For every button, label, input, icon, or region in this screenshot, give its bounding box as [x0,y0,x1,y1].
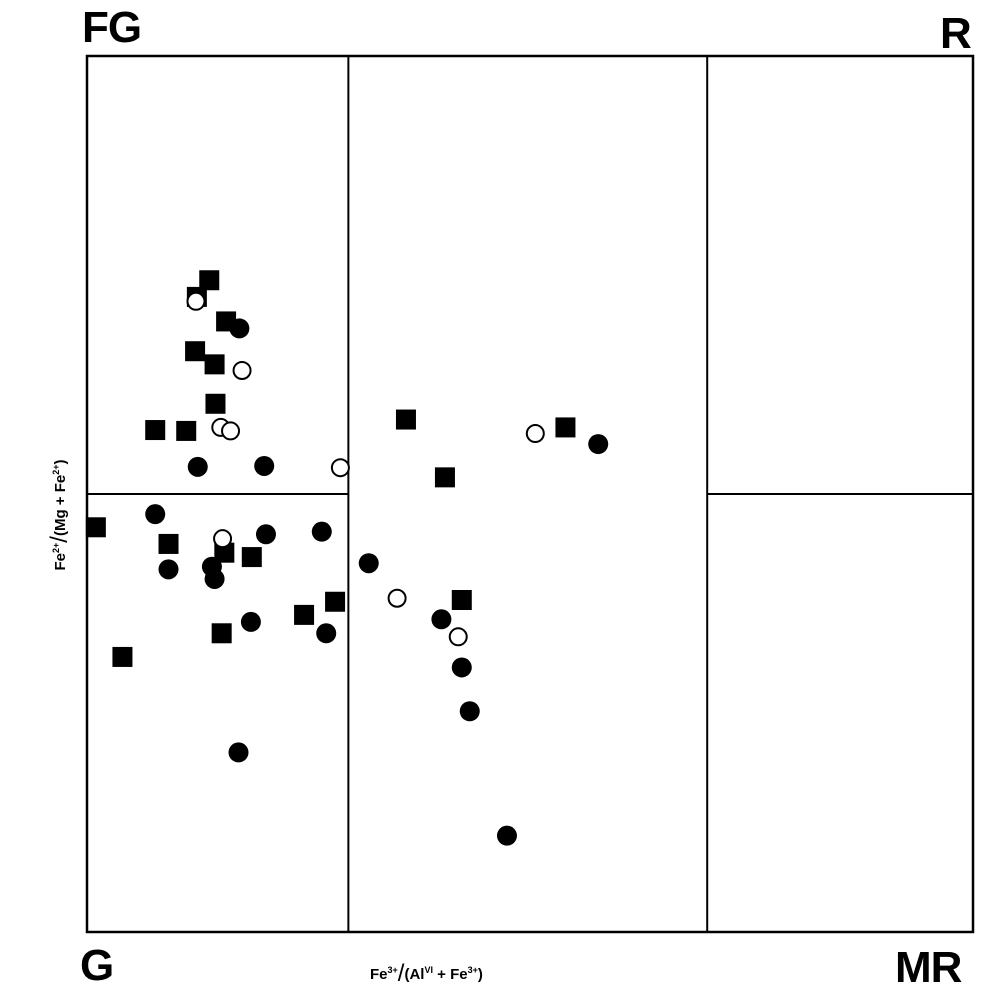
filled-circle-point-3 [254,455,275,476]
corner-label-mr: MR [895,943,962,992]
filled-circle-point-1 [229,318,250,339]
corner-label-fg: FG [82,3,142,52]
open-circle-point-6 [213,529,233,549]
y-axis-label-num-sup: 2+ [51,542,61,553]
filled-square-point-3 [214,542,235,563]
filled-circle-point-13 [431,609,452,630]
filled-circle-point-18 [588,434,609,455]
filled-square-point-7 [199,270,220,291]
filled-circle-point-17 [496,825,517,846]
open-circle-point-9 [525,424,545,444]
y-axis-label: Fe2+/(Mg + Fe2+) [46,459,73,571]
filled-circle-point-10 [316,623,337,644]
filled-square-point-19 [451,589,472,610]
filled-square-point-14 [211,623,232,644]
y-axis-label-den-b: + Fe [52,474,69,506]
filled-square-point-4 [205,393,226,414]
x-axis-label-den-b-sup: 3+ [467,965,478,975]
filled-square-point-5 [185,341,206,362]
x-axis-label: Fe3+/(AlVI + Fe3+) [370,960,483,987]
x-axis-label-den-a: (Al [404,966,425,983]
filled-square-point-17 [395,409,416,430]
filled-circle-point-8 [204,568,225,589]
open-circle-point-2 [232,360,252,380]
filled-circle-point-16 [228,742,249,763]
open-circle-point-5 [330,458,350,478]
y-axis-label-num: Fe [52,552,69,571]
filled-square-point-2 [112,646,133,667]
filled-circle-point-15 [459,701,480,722]
filled-circle-point-2 [187,456,208,477]
corner-label-g: G [80,941,114,990]
y-axis-label-den-b-sup: 2+ [51,464,61,475]
filled-square-point-16 [325,591,346,612]
filled-circle-point-5 [158,559,179,580]
open-circle-point-8 [448,627,468,647]
filled-circle-point-12 [358,553,379,574]
corner-label-r: R [940,9,972,58]
y-axis-label-close: ) [52,459,69,465]
y-axis-label-den-a: (Mg [52,509,69,537]
x-axis-label-num: Fe [370,966,388,983]
filled-square-point-18 [434,467,455,488]
open-circle-point-4 [221,421,241,441]
filled-square-point-11 [176,420,197,441]
filled-square-point-12 [158,533,179,554]
filled-square-point-8 [204,354,225,375]
x-axis-label-close: ) [477,966,483,983]
filled-circle-point-14 [451,657,472,678]
filled-circle-point-11 [311,521,332,542]
open-circle-point-7 [387,588,407,608]
filled-circle-point-9 [240,611,261,632]
x-axis-label-num-sup: 3+ [387,965,398,975]
data-markers [85,270,609,846]
open-circle-point-1 [186,291,206,311]
filled-square-point-1 [85,517,106,538]
x-axis-label-den-a-sup: VI [424,965,433,975]
field-dividers [87,56,973,932]
filled-square-point-20 [555,417,576,438]
x-axis-label-den-b: + Fe [437,966,468,983]
filled-circle-point-4 [145,504,166,525]
filled-square-point-10 [145,420,166,441]
filled-circle-point-7 [255,524,276,545]
filled-square-point-13 [241,547,262,568]
filled-square-point-15 [294,604,315,625]
